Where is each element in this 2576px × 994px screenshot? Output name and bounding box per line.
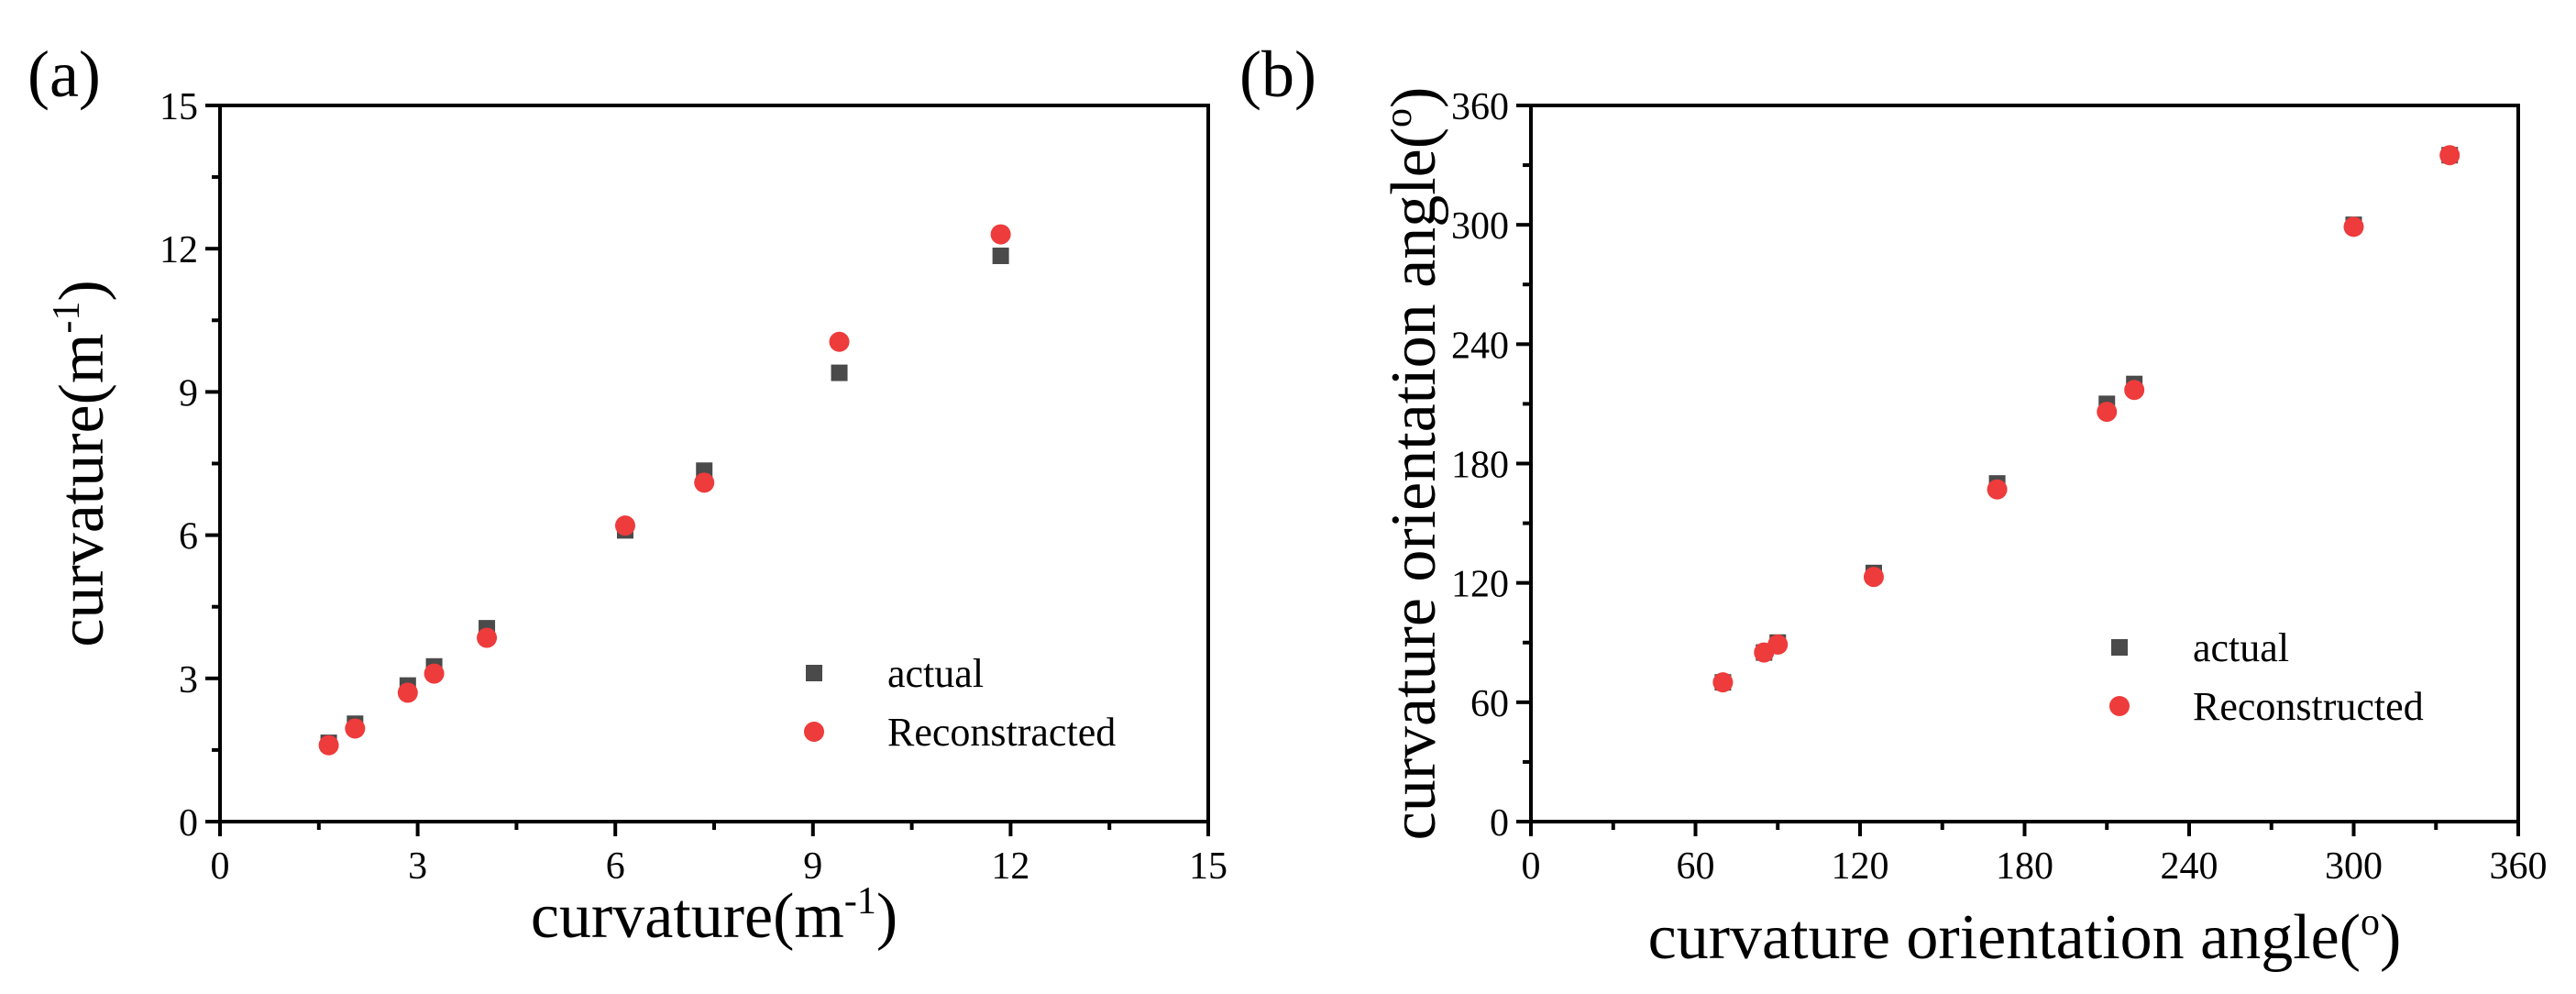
actual-point: [831, 364, 848, 381]
reconstructed-point: [990, 224, 1011, 245]
y-axis-title-text: curvature orientation angle(: [1379, 127, 1449, 840]
y-tick-label: 3: [179, 659, 198, 701]
reconstructed-point: [2439, 145, 2460, 166]
x-tick-label: 0: [1522, 845, 1541, 888]
x-axis-title-superscript: -1: [844, 880, 876, 922]
y-tick-label: 360: [1451, 86, 1509, 128]
x-tick-label: 3: [408, 845, 427, 888]
actual-point: [992, 248, 1009, 265]
x-tick-label: 180: [1996, 845, 2053, 888]
x-axis-title-close: ): [2380, 902, 2401, 973]
y-axis-title-superscript: o: [1378, 108, 1420, 127]
reconstructed-point: [1712, 672, 1734, 693]
y-axis-title-superscript: -1: [46, 302, 88, 334]
x-tick-label: 12: [991, 845, 1029, 888]
y-tick-label: 9: [179, 372, 198, 414]
legend-label: actual: [2193, 625, 2289, 670]
reconstructed-point: [614, 515, 635, 536]
y-tick-label: 60: [1470, 683, 1509, 725]
legend-label: actual: [887, 651, 984, 696]
x-axis-title-text: curvature(m: [531, 881, 844, 952]
legend-label: Reconstructed: [2193, 684, 2424, 729]
x-tick-label: 9: [803, 845, 822, 888]
x-tick-label: 6: [606, 845, 625, 888]
reconstructed-point: [694, 472, 715, 493]
reconstructed-point: [477, 627, 498, 648]
x-axis-title-text: curvature orientation angle(: [1648, 902, 2361, 973]
reconstructed-point: [345, 718, 366, 739]
x-tick-label: 120: [1832, 845, 1889, 888]
y-axis-title-close: ): [47, 280, 117, 301]
y-tick-label: 12: [160, 229, 198, 271]
chart-panel-b: (b)0 60 120 180 240 300 360060120180240300360c…: [1239, 38, 2548, 973]
panel-label: (a): [28, 38, 101, 111]
y-axis-title: curvature orientation angle(o): [1378, 87, 1449, 841]
reconstructed-point: [2124, 380, 2145, 401]
reconstructed-point: [2097, 402, 2118, 423]
reconstructed-point: [397, 682, 418, 703]
reconstructed-point: [424, 663, 445, 684]
reconstructed-point: [318, 734, 339, 756]
x-axis-title-superscript: o: [2361, 901, 2380, 944]
y-axis-title-text: curvature(m: [47, 334, 117, 647]
x-axis-title: curvature(m-1): [531, 880, 897, 952]
series-reconstructed: [1712, 145, 2460, 693]
reconstructed-point: [1767, 634, 1789, 655]
x-tick-label: 360: [2490, 845, 2548, 888]
y-tick-label: 300: [1451, 205, 1509, 248]
reconstructed-point: [1987, 479, 2008, 500]
x-tick-label: 60: [1677, 845, 1715, 888]
y-tick-label: 15: [160, 86, 198, 128]
y-tick-label: 240: [1451, 325, 1509, 367]
x-axis-title: curvature orientation angle(o): [1648, 901, 2402, 973]
legend-square-marker: [2111, 639, 2128, 656]
reconstructed-point: [2343, 216, 2364, 237]
legend-label: Reconstracted: [887, 710, 1116, 755]
legend-circle-marker: [804, 722, 824, 742]
y-tick-label: 0: [179, 802, 198, 845]
series-reconstructed: [318, 224, 1011, 756]
panel-label: (b): [1239, 38, 1316, 111]
x-axis-title-close: ): [876, 881, 897, 952]
reconstructed-point: [829, 331, 850, 352]
y-axis-title: curvature(m-1): [46, 280, 117, 646]
y-axis-title-close: ): [1379, 87, 1449, 108]
reconstructed-point: [1863, 567, 1884, 588]
legend-square-marker: [806, 665, 822, 681]
y-tick-label: 6: [179, 516, 198, 558]
chart-panel-a: (a)0 3 6 9 12 1503691215curvature(m-1)curvatu…: [28, 38, 1227, 952]
y-tick-label: 120: [1451, 564, 1509, 606]
x-tick-label: 300: [2325, 845, 2383, 888]
x-tick-label: 240: [2161, 845, 2218, 888]
y-tick-label: 180: [1451, 445, 1509, 487]
x-tick-label: 0: [211, 845, 230, 888]
x-tick-label: 15: [1189, 845, 1227, 888]
y-tick-label: 0: [1490, 802, 1509, 845]
legend-circle-marker: [2109, 696, 2130, 716]
